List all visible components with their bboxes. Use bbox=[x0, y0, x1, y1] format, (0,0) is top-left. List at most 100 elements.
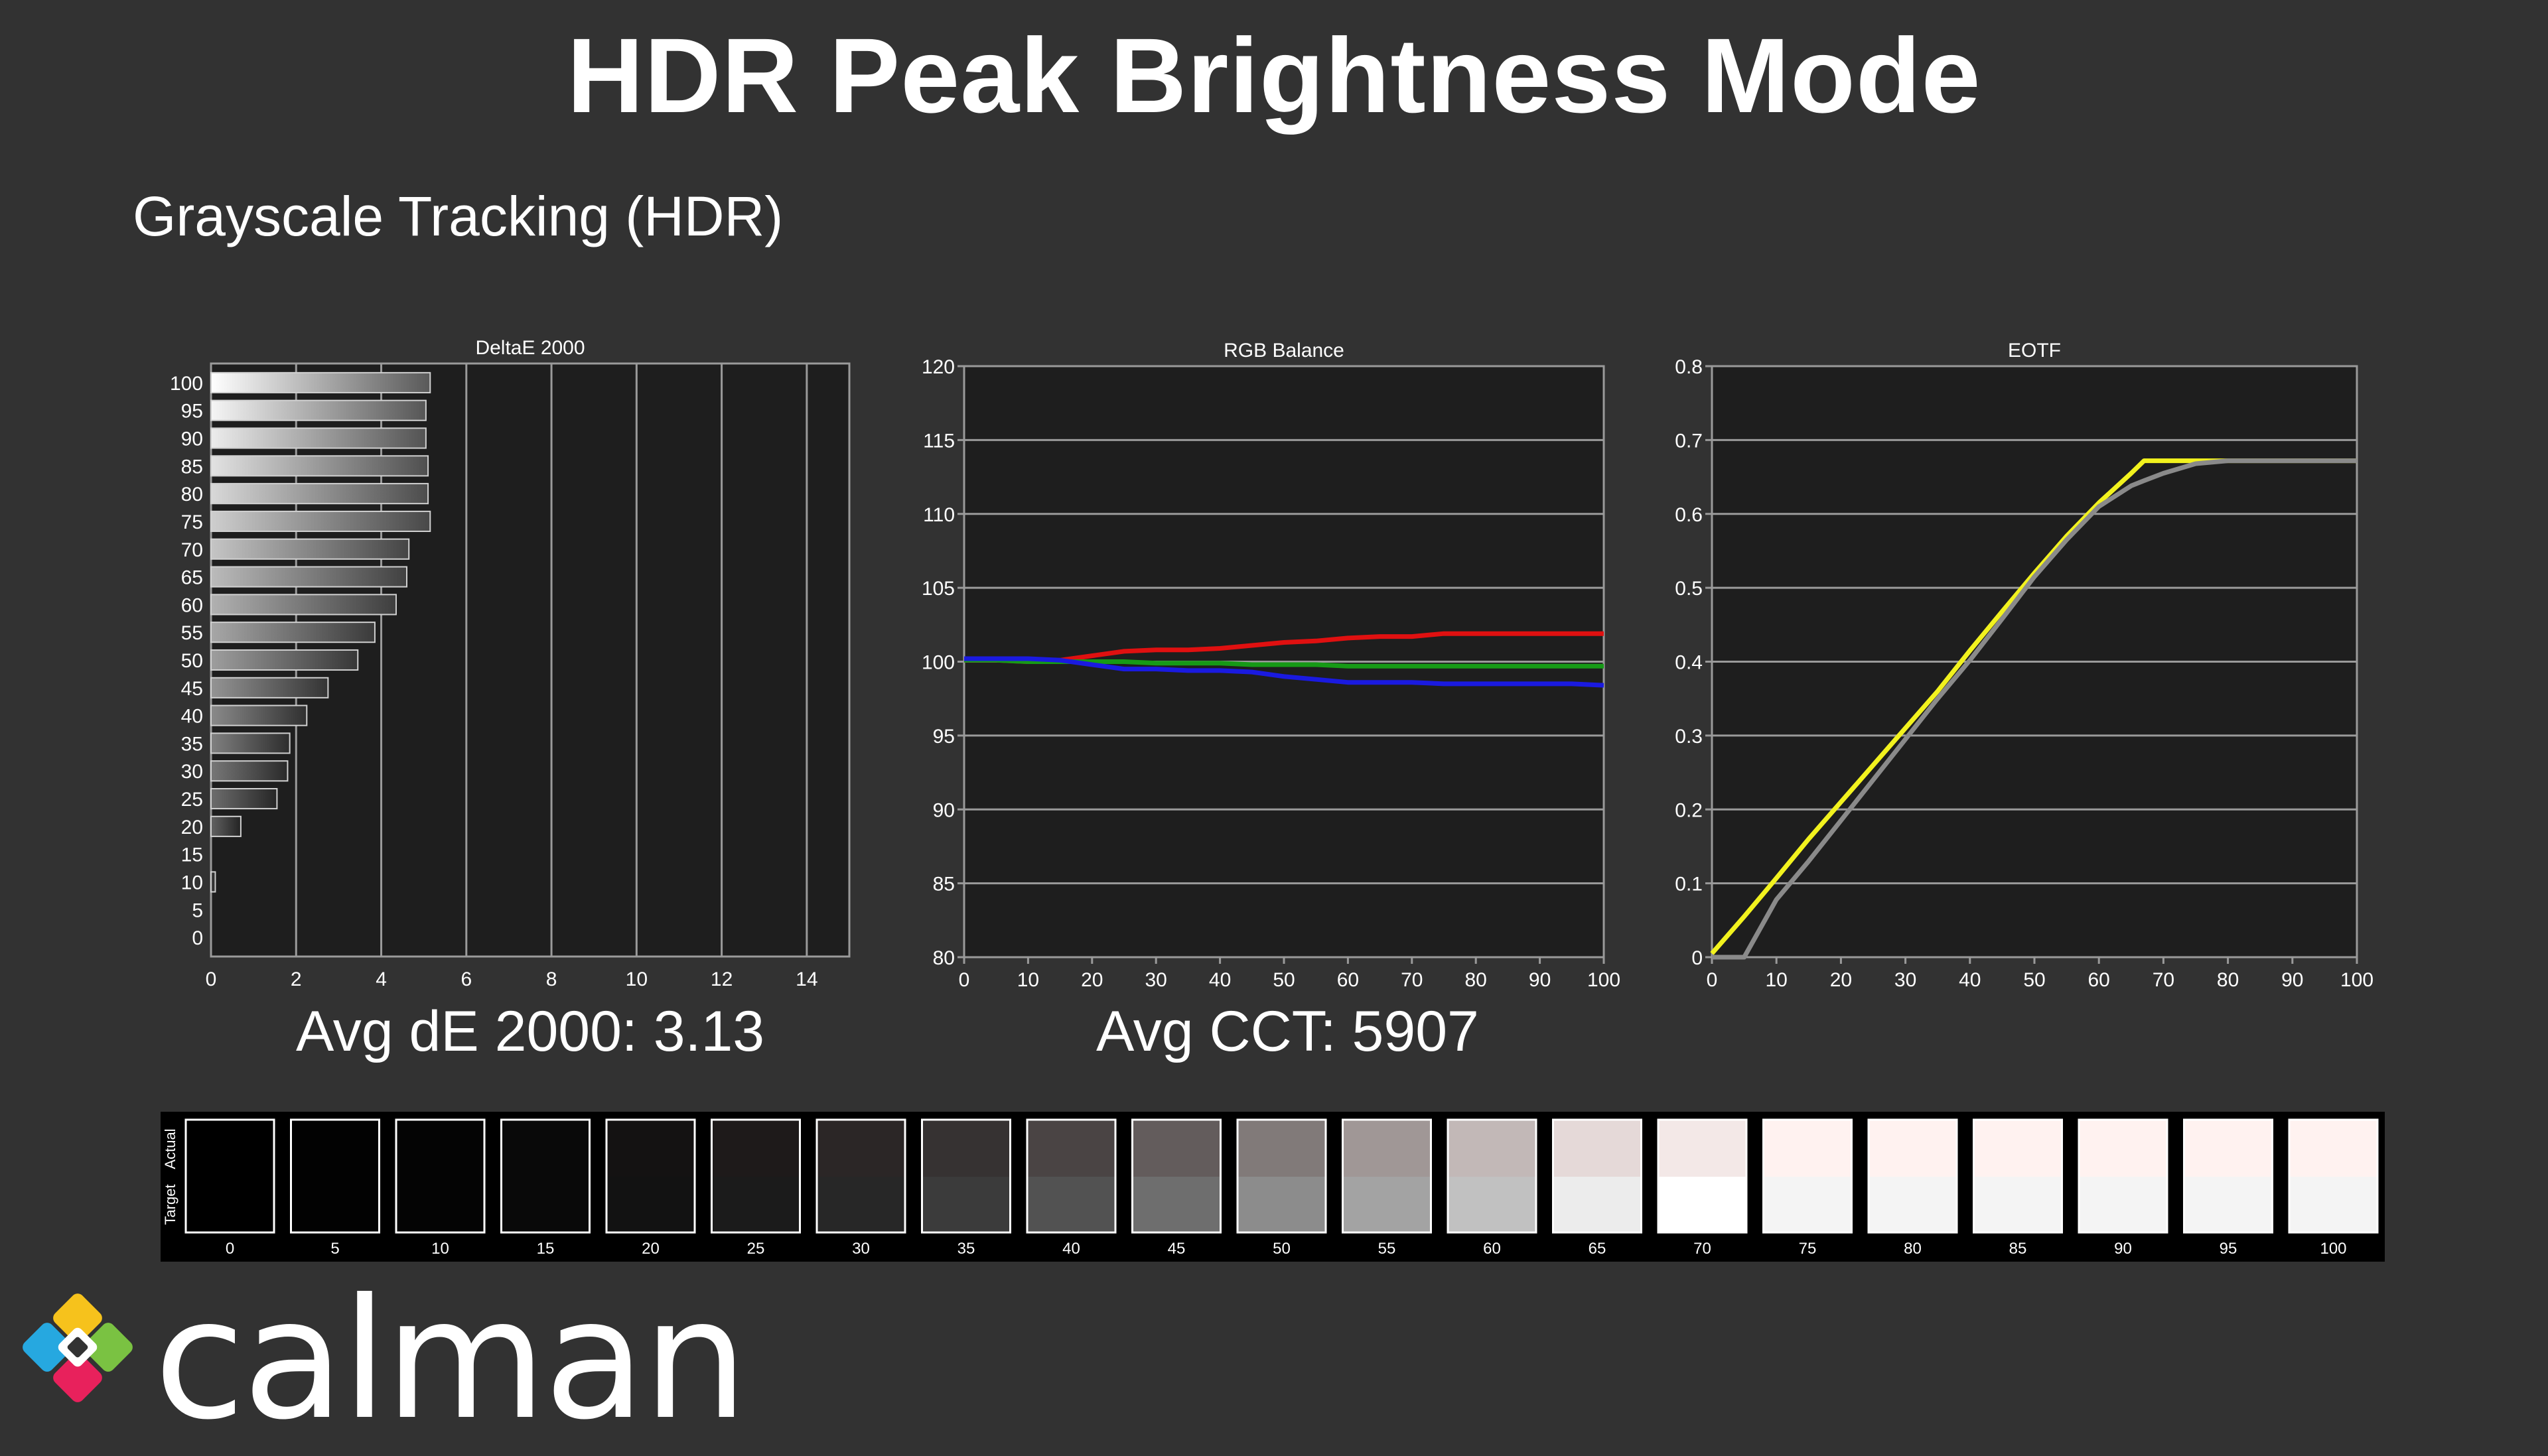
y-tick-label: 0.1 bbox=[1675, 874, 1703, 895]
y-tick-label: 75 bbox=[181, 511, 203, 533]
bar bbox=[210, 649, 359, 671]
y-tick-label: 90 bbox=[933, 799, 955, 821]
swatch-target bbox=[817, 1177, 905, 1232]
rgb-balance-chart: RGB Balance 80 85 90 95 100 105 110 115 120 0 10 20 3… bbox=[922, 340, 1620, 991]
y-tick-label: 80 bbox=[933, 947, 955, 969]
x-tick-label: 60 bbox=[1337, 969, 1359, 991]
swatch-actual bbox=[606, 1120, 695, 1177]
series-line-red bbox=[964, 631, 1604, 664]
y-tick-label: 30 bbox=[181, 761, 203, 783]
swatch-label: 35 bbox=[957, 1240, 975, 1258]
swatch-actual bbox=[1132, 1120, 1221, 1177]
swatch-target bbox=[1027, 1177, 1115, 1232]
calman-logo-icon bbox=[23, 1293, 133, 1402]
y-tick-label: 20 bbox=[181, 817, 203, 838]
avg-cct-label: Avg CCT: 5907 bbox=[1096, 1000, 1479, 1063]
swatch-target bbox=[1553, 1177, 1642, 1232]
swatch-target bbox=[922, 1177, 1011, 1232]
y-tick-label: 120 bbox=[922, 356, 955, 378]
x-tick-label: 80 bbox=[2217, 969, 2239, 991]
y-tick-label: 0.3 bbox=[1675, 726, 1703, 748]
y-tick-label: 100 bbox=[922, 652, 955, 674]
swatch-label: 20 bbox=[642, 1240, 660, 1258]
swatch-actual bbox=[1027, 1120, 1115, 1177]
swatch-border bbox=[1026, 1118, 1117, 1234]
x-tick-label: 20 bbox=[1081, 969, 1103, 991]
y-tick-label: 65 bbox=[181, 567, 203, 589]
chart-title: RGB Balance bbox=[1224, 340, 1344, 362]
x-tick-label: 50 bbox=[2023, 969, 2045, 991]
y-tick-label: 85 bbox=[933, 874, 955, 895]
swatch-border bbox=[2078, 1118, 2168, 1234]
swatch-actual bbox=[1553, 1120, 1642, 1177]
x-tick-label: 0 bbox=[206, 968, 217, 990]
y-tick-label: 60 bbox=[181, 594, 203, 616]
swatch-actual bbox=[501, 1120, 590, 1177]
x-tick-label: 30 bbox=[1894, 969, 1916, 991]
x-tick-label: 6 bbox=[460, 968, 472, 990]
x-tick-label: 40 bbox=[1209, 969, 1231, 991]
swatch-border bbox=[184, 1118, 275, 1234]
x-tick-label: 100 bbox=[2340, 969, 2373, 991]
swatch-target bbox=[2184, 1177, 2273, 1232]
y-tick-label: 0 bbox=[1691, 947, 1703, 969]
bar bbox=[210, 732, 291, 754]
swatch-target bbox=[1238, 1177, 1326, 1232]
y-tick-label: 0.7 bbox=[1675, 430, 1703, 452]
swatch-label: 30 bbox=[852, 1240, 870, 1258]
y-tick-label: 0.4 bbox=[1675, 652, 1703, 674]
x-tick-label: 40 bbox=[1959, 969, 1981, 991]
bar bbox=[210, 760, 289, 782]
bar bbox=[210, 871, 216, 893]
swatch-border bbox=[1236, 1118, 1327, 1234]
y-tick-label: 0.2 bbox=[1675, 799, 1703, 821]
x-tick-label: 90 bbox=[1529, 969, 1551, 991]
y-tick-label: 45 bbox=[181, 678, 203, 700]
swatch-border bbox=[1552, 1118, 1642, 1234]
x-tick-label: 90 bbox=[2281, 969, 2303, 991]
swatch-actual bbox=[711, 1120, 800, 1177]
x-tick-label: 2 bbox=[291, 968, 302, 990]
swatch-label: 75 bbox=[1799, 1240, 1817, 1258]
bar bbox=[210, 510, 431, 533]
swatch-label: 0 bbox=[226, 1240, 234, 1258]
swatch-border bbox=[500, 1118, 591, 1234]
swatch-border bbox=[711, 1118, 801, 1234]
x-tick-label: 0 bbox=[959, 969, 970, 991]
y-tick-label: 115 bbox=[923, 430, 955, 452]
swatch-target bbox=[1132, 1177, 1221, 1232]
swatch-border bbox=[2183, 1118, 2273, 1234]
bar bbox=[210, 483, 429, 505]
y-tick-label: 90 bbox=[181, 429, 203, 450]
swatch-target bbox=[1869, 1177, 1957, 1232]
y-tick-label: 0 bbox=[192, 927, 203, 949]
swatch-label: 85 bbox=[2009, 1240, 2027, 1258]
swatch-label: 55 bbox=[1378, 1240, 1396, 1258]
x-tick-label: 8 bbox=[546, 968, 557, 990]
y-tick-label: 105 bbox=[922, 578, 955, 600]
x-tick-label: 10 bbox=[1766, 969, 1788, 991]
swatch-label: 60 bbox=[1483, 1240, 1501, 1258]
swatch-target bbox=[711, 1177, 800, 1232]
y-tick-label: 70 bbox=[181, 539, 203, 561]
swatch-actual bbox=[1342, 1120, 1431, 1177]
swatch-label: 5 bbox=[330, 1240, 339, 1258]
y-tick-label: 10 bbox=[181, 872, 203, 893]
y-tick-label: 35 bbox=[181, 733, 203, 755]
swatch-target bbox=[2289, 1177, 2377, 1232]
deltae-bar-chart: DeltaE 2000 0 2 4 6 8 10 12 14 0 5 10 15 20 25 30 35 40 45… bbox=[170, 337, 851, 990]
series-line-gray bbox=[1712, 458, 2357, 960]
swatch-actual bbox=[1658, 1120, 1746, 1177]
swatch-border bbox=[1867, 1118, 1958, 1234]
x-tick-label: 70 bbox=[2153, 969, 2174, 991]
eotf-chart: EOTF 0 0.1 0.2 0.3 0.4 0.5 0.6 0.7 0.8 0 10 20 30 40 50… bbox=[1675, 340, 2373, 991]
swatch-actual bbox=[2289, 1120, 2377, 1177]
chart-title: EOTF bbox=[2008, 340, 2061, 362]
x-tick-label: 50 bbox=[1273, 969, 1295, 991]
swatch-target bbox=[291, 1177, 380, 1232]
swatch-border bbox=[815, 1118, 906, 1234]
chart-title: DeltaE 2000 bbox=[475, 337, 585, 359]
swatch-strip: Actual Target 0 5 10 15 20 25 30 35 40 45 50 55 60 65 70… bbox=[162, 1118, 2379, 1258]
x-tick-label: 0 bbox=[1707, 969, 1718, 991]
swatch-actual bbox=[1763, 1120, 1852, 1177]
